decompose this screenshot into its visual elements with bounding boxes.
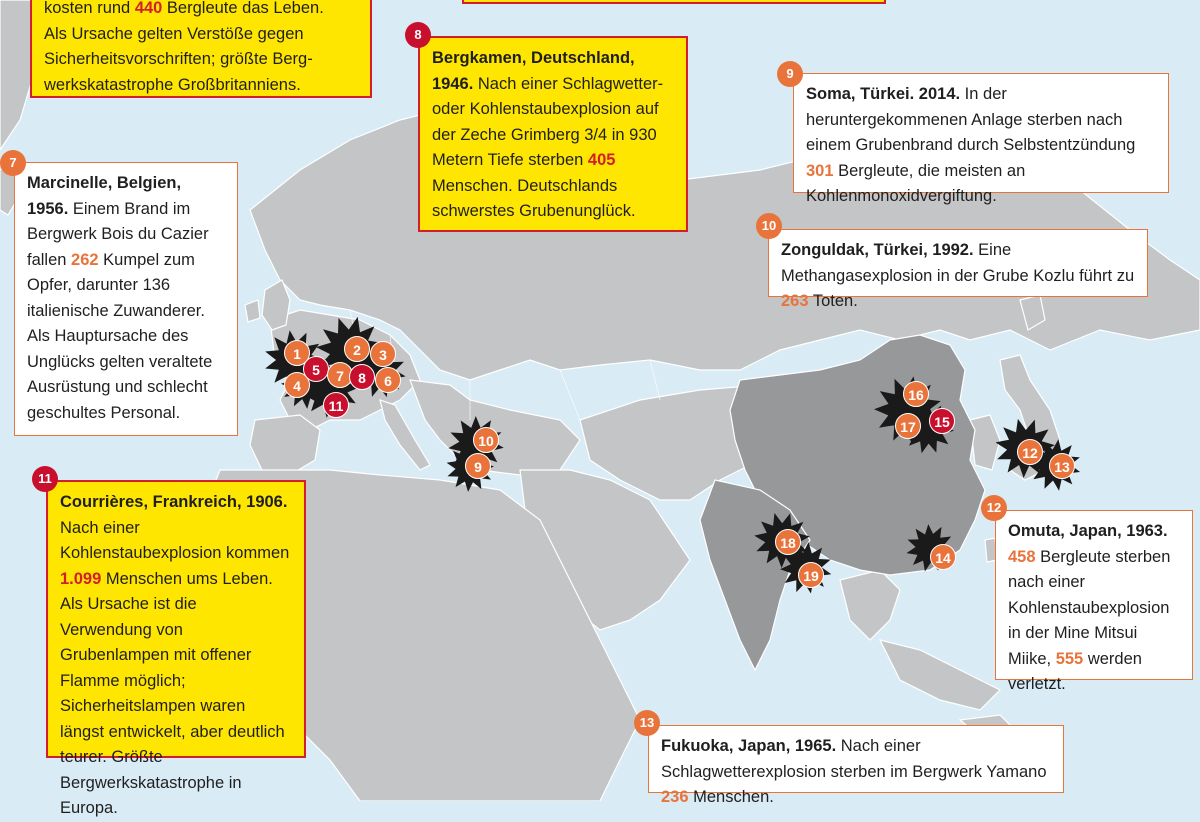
marker-10: 10 bbox=[473, 427, 499, 453]
soma-text: Soma, Türkei. 2014. In der heruntergekom… bbox=[806, 85, 1136, 205]
marker-2: 2 bbox=[344, 336, 370, 362]
badge-9: 9 bbox=[777, 61, 803, 87]
marcinelle-title: Marcinelle, Belgien, bbox=[27, 174, 182, 192]
box-marcinelle: Marcinelle, Belgien, 1956. Einem Brand i… bbox=[14, 162, 238, 436]
box-top-left-line-3: Sicherheitsvorschriften; größte Berg- bbox=[44, 50, 313, 68]
box-courrieres: Courrières, Frankreich, 1906. Nach einer… bbox=[46, 480, 306, 817]
marker-5: 5 bbox=[303, 356, 329, 382]
marker-9: 9 bbox=[465, 453, 491, 479]
marker-13: 13 bbox=[1049, 453, 1075, 479]
courrieres-text: Nach einer Kohlenstaubexplosion kommen 1… bbox=[60, 518, 290, 818]
marcinelle-text: 1956. Einem Brand im Bergwerk Bois du Ca… bbox=[27, 199, 213, 422]
box-top-left: kosten rund 440 Bergleute das Leben. Als… bbox=[30, 0, 372, 98]
box-bergkamen: Bergkamen, Deutschland, 1946. Nach einer… bbox=[418, 36, 688, 232]
box-omuta: Omuta, Japan, 1963. 458 Bergleute sterbe… bbox=[995, 510, 1193, 693]
bergkamen-text: 1946. Nach einer Schlagwetter- oder Kohl… bbox=[432, 74, 664, 221]
badge-7: 7 bbox=[0, 150, 26, 176]
badge-13: 13 bbox=[634, 710, 660, 736]
badge-10: 10 bbox=[756, 213, 782, 239]
omuta-text: 458 Bergleute sterben nach einer Kohlens… bbox=[1008, 547, 1171, 694]
fukuoka-text: Fukuoka, Japan, 1965. Nach einer Schlagw… bbox=[661, 737, 1047, 806]
badge-8: 8 bbox=[405, 22, 431, 48]
box-top-center bbox=[462, 0, 886, 4]
omuta-title: Omuta, Japan, 1963. bbox=[1008, 522, 1168, 540]
marker-4: 4 bbox=[284, 372, 310, 398]
marker-16: 16 bbox=[903, 381, 929, 407]
box-top-left-line-2: Als Ursache gelten Verstöße gegen bbox=[44, 24, 304, 43]
zonguldak-text: Zonguldak, Türkei, 1992. Eine Methangase… bbox=[781, 241, 1135, 310]
box-soma: Soma, Türkei. 2014. In der heruntergekom… bbox=[793, 73, 1169, 205]
box-top-left-line-4: werkskatastrophe Großbritanniens. bbox=[44, 75, 301, 94]
badge-12: 12 bbox=[981, 495, 1007, 521]
marker-6: 6 bbox=[375, 367, 401, 393]
box-zonguldak: Zonguldak, Türkei, 1992. Eine Methangase… bbox=[768, 229, 1148, 310]
box-fukuoka: Fukuoka, Japan, 1965. Nach einer Schlagw… bbox=[648, 725, 1064, 806]
marker-15: 15 bbox=[929, 408, 955, 434]
marker-3: 3 bbox=[370, 341, 396, 367]
marker-12: 12 bbox=[1017, 439, 1043, 465]
courrieres-title: Courrières, Frankreich, 1906. bbox=[60, 493, 288, 511]
marker-18: 18 bbox=[775, 529, 801, 555]
marker-8: 8 bbox=[349, 364, 375, 390]
marker-14: 14 bbox=[930, 544, 956, 570]
marker-17: 17 bbox=[895, 413, 921, 439]
badge-11: 11 bbox=[32, 466, 58, 492]
box-top-left-line-1: kosten rund 440 Bergleute das Leben. bbox=[44, 0, 324, 17]
marker-19: 19 bbox=[798, 562, 824, 588]
bergkamen-title: Bergkamen, Deutschland, bbox=[432, 49, 635, 67]
marker-11: 11 bbox=[323, 392, 349, 418]
